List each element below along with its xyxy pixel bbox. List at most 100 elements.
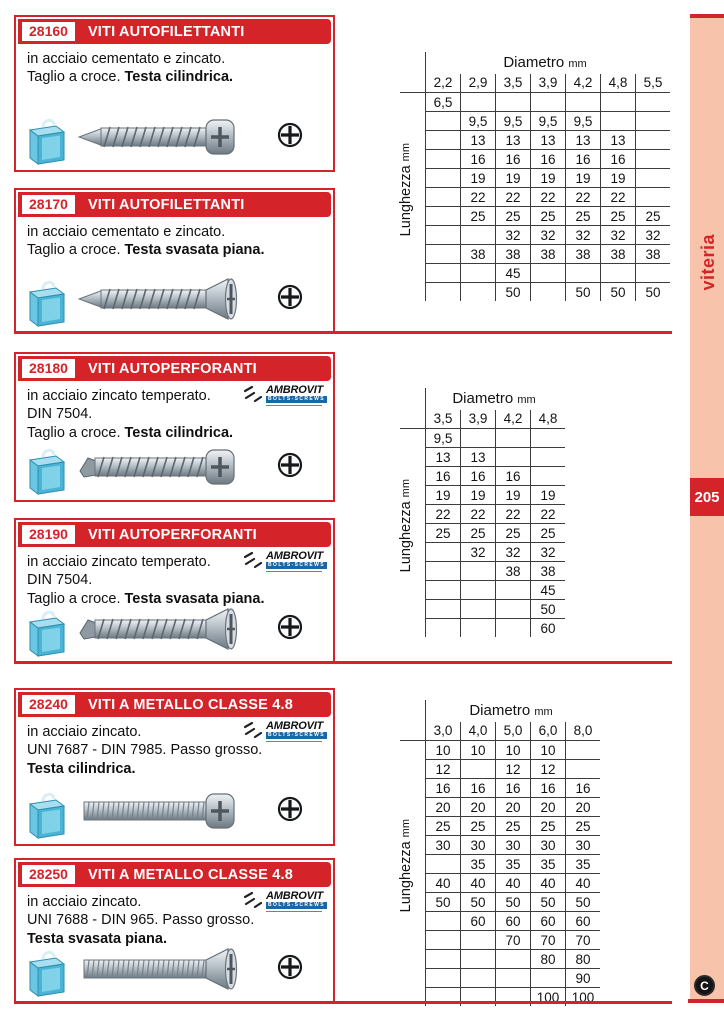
length-value-cell: 13 (565, 130, 601, 150)
package-box-icon (23, 947, 69, 997)
length-value-cell: 20 (530, 797, 566, 817)
ambrovit-logo: AMBROVIT BOLTS-SCREWS (242, 891, 327, 912)
length-value-cell: 16 (565, 149, 601, 169)
phillips-cross-icon (277, 614, 303, 640)
table-row: 16 16 16 16 16 (425, 778, 600, 798)
length-value-cell: 22 (495, 187, 531, 207)
length-value-cell: 50 (530, 892, 566, 912)
table-row: 35 35 35 35 (425, 854, 600, 874)
table-row: 16 16 16 (425, 466, 565, 486)
length-value-cell: 19 (460, 168, 496, 188)
length-value-cell (425, 949, 461, 969)
product-header: 28190 VITI AUTOPERFORANTI (18, 522, 331, 547)
screw-image (78, 444, 254, 490)
length-value-cell (425, 561, 461, 581)
product-title: VITI A METALLO CLASSE 4.8 (87, 696, 293, 713)
length-value-cell: 32 (635, 225, 670, 245)
length-value-cell: 16 (530, 149, 566, 169)
length-value-cell: 22 (425, 504, 461, 524)
length-value-cell: 38 (565, 244, 601, 264)
mini-screws-icon (243, 891, 263, 909)
length-value-cell (495, 428, 531, 448)
length-value-cell (635, 168, 670, 188)
length-value-cell: 16 (600, 149, 636, 169)
length-value-cell: 50 (600, 282, 636, 301)
length-value-cell (600, 92, 636, 112)
screw-image (77, 276, 254, 322)
length-value-cell: 30 (495, 835, 531, 855)
length-value-cell: 30 (425, 835, 461, 855)
length-value-cell (425, 130, 461, 150)
length-value-cell (425, 244, 461, 264)
length-value-cell: 19 (600, 168, 636, 188)
diameter-column-header: 5,5 (635, 74, 670, 93)
length-value-cell: 32 (460, 542, 496, 562)
brand-rule (266, 405, 323, 406)
length-value-cell (425, 542, 461, 562)
length-value-cell: 20 (495, 797, 531, 817)
length-value-cell (635, 130, 670, 150)
diameter-column-header: 2,9 (460, 74, 496, 93)
length-value-cell: 10 (425, 740, 461, 760)
length-value-cell (425, 599, 461, 619)
diameter-axis-label: Diametro mm (425, 52, 664, 74)
table-row: 9,5 (425, 428, 565, 448)
product-code: 28250 (22, 864, 75, 885)
length-value-cell: 35 (495, 854, 531, 874)
product-header: 28170 VITI AUTOFILETTANTI (18, 192, 331, 217)
product-header: 28180 VITI AUTOPERFORANTI (18, 356, 331, 381)
length-value-cell (460, 949, 496, 969)
length-value-cell (425, 263, 461, 283)
length-value-cell: 25 (600, 206, 636, 226)
table-row: 32 32 32 (425, 542, 565, 562)
length-value-cell: 25 (425, 816, 461, 836)
product-header: 28240 VITI A METALLO CLASSE 4.8 (18, 692, 331, 717)
size-table-28160: Lunghezza mm Diametro mm 2,2 2,9 3,5 3,9 4,2… (397, 52, 670, 301)
length-value-cell: 60 (530, 618, 565, 637)
length-value-cell (425, 187, 461, 207)
table-row: 22 22 22 22 22 (425, 187, 670, 207)
length-value-cell: 13 (460, 130, 496, 150)
length-value-cell: 50 (565, 892, 600, 912)
table-row: 13 13 (425, 447, 565, 467)
length-value-cell: 13 (460, 447, 496, 467)
diameter-column-header: 4,8 (600, 74, 636, 93)
length-value-cell: 19 (425, 485, 461, 505)
length-value-cell: 80 (565, 949, 600, 969)
length-value-cell: 20 (460, 797, 496, 817)
length-axis-label: Lunghezza mm (398, 819, 414, 913)
length-value-cell: 70 (495, 930, 531, 950)
length-value-cell: 16 (425, 778, 461, 798)
length-value-cell: 60 (495, 911, 531, 931)
phillips-cross-icon (277, 954, 303, 980)
length-value-cell: 90 (565, 968, 600, 988)
product-title: VITI AUTOPERFORANTI (87, 360, 257, 377)
ambrovit-logo: AMBROVIT BOLTS-SCREWS (242, 551, 327, 572)
table-row: 25 25 25 25 25 25 (425, 206, 670, 226)
brand-tagline: BOLTS-SCREWS (266, 396, 327, 403)
package-box-icon (23, 789, 69, 839)
length-value-cell: 25 (495, 523, 531, 543)
length-value-cell: 70 (565, 930, 600, 950)
table-row: 20 20 20 20 20 (425, 797, 600, 817)
length-value-cell: 19 (530, 168, 566, 188)
table-row: 25 25 25 25 25 (425, 816, 600, 836)
separator-line (14, 331, 672, 334)
length-value-cell: 70 (530, 930, 566, 950)
length-value-cell: 50 (495, 282, 531, 301)
length-value-cell (460, 428, 496, 448)
table-row: 45 (425, 580, 565, 600)
length-value-cell: 25 (425, 523, 461, 543)
phillips-cross-icon (277, 452, 303, 478)
ambrovit-logo: AMBROVIT BOLTS-SCREWS (242, 721, 327, 742)
diameter-column-header: 3,9 (530, 74, 566, 93)
product-card-28190: 28190 VITI AUTOPERFORANTI in acciaio zin… (14, 518, 335, 664)
diameter-column-header: 3,5 (495, 74, 531, 93)
length-value-cell: 50 (530, 599, 565, 619)
length-value-cell: 13 (425, 447, 461, 467)
length-value-cell: 22 (495, 504, 531, 524)
length-value-cell (530, 92, 566, 112)
product-code: 28190 (22, 524, 75, 545)
length-value-cell: 30 (530, 835, 566, 855)
length-value-cell (460, 930, 496, 950)
